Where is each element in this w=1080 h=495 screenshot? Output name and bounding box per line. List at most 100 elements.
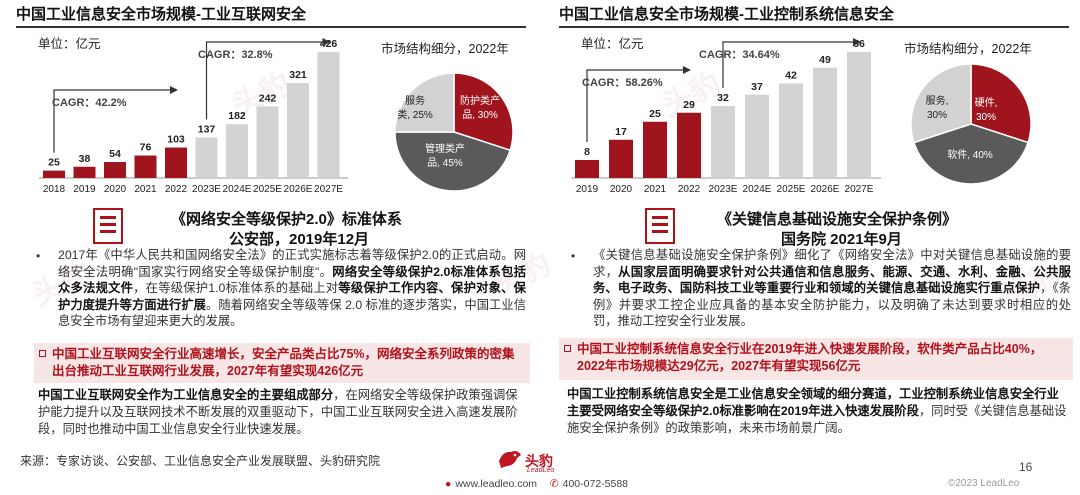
unit-label: 单位：亿元 [581,37,644,51]
bar-value-label: 25 [649,108,661,120]
bar [195,137,218,178]
unit-label: 单位：亿元 [38,37,101,51]
bullet: • [36,249,41,263]
bar-value-label: 76 [140,142,152,154]
regulation-issuer: 国务院 2021年9月 [781,231,902,248]
bar [287,83,309,178]
regulation-description: 《关键信息基础设施安全保护条例》细化了《网络安全法》中对关键信息基础设施的要求，… [593,248,1071,328]
bar-chart: 8 2019 17 2020 25 2021 29 2022 32 2023E 37 2024E 42 2… [571,38,1032,195]
category-label: 2026E [811,184,840,195]
category-label: 2024E [223,184,252,195]
pie-label: 品, 30% [462,109,498,121]
bar-value-label: 29 [683,99,695,111]
cagr-arrow [205,41,323,120]
category-label: 2018 [43,184,66,195]
bar [779,83,803,178]
pie-label: 软件, 40% [947,148,993,161]
regulation-title: 《网络安全等级保护2.0》标准体系 [171,211,402,228]
bar-value-label: 54 [109,148,121,160]
bar-value-label: 42 [785,70,797,82]
bar-value-label: 38 [79,153,91,165]
category-label: 2023E [709,184,738,195]
bar-value-label: 49 [819,54,831,66]
cagr-label: CAGR：58.26% [582,77,663,89]
bullet: • [571,249,576,263]
bar-value-label: 17 [615,126,627,138]
pie-label: 服务 [405,94,425,107]
bar [847,52,871,178]
market-structure-label: 市场结构细分，2022年 [904,42,1032,56]
source-note: 来源：专家访谈、公安部、工业信息安全产业发展联盟、头豹研究院 [20,454,381,468]
bar-value-label: 32 [717,92,729,104]
website-link[interactable]: www.leadleo.com [455,478,538,490]
bar [643,121,667,178]
arrow-head-icon [322,38,331,46]
bar [677,112,701,178]
arrow-head-icon [853,38,861,46]
cagr-label: CAGR：32.8% [198,49,273,61]
bar [711,106,735,178]
left-panel: 中国工业信息安全市场规模-工业互联网安全 单位：亿元 市场结构细分，2022年 … [16,0,538,445]
bar-value-label: 56 [853,38,865,50]
logo-text: 头豹 [525,453,553,469]
phone-icon: ✆ [549,478,559,490]
market-structure-label: 市场结构细分，2022年 [381,42,509,56]
bar [609,139,633,178]
bar [813,67,837,178]
bar-chart: 25 2018 38 2019 54 2020 76 2021 103 2022 137 2023E 1… [39,38,514,195]
document-icon [645,208,675,244]
bar-value-label: 37 [751,81,763,93]
bar [575,160,599,178]
checkbox-icon [564,345,571,352]
regulation-issuer: 公安部，2019年12月 [229,231,370,248]
cagr-arrow [586,69,683,142]
phone-number: 400-072-5588 [562,478,629,490]
category-label: 2025E [253,184,282,195]
bar-value-label: 137 [198,123,216,135]
cagr-label: CAGR：42.2% [52,97,127,109]
logo-subtext: LeadLeo [527,467,555,474]
bar [104,162,126,178]
page-title: 中国工业信息安全市场规模-工业互联网安全 [16,3,526,28]
category-label: 2025E [777,184,806,195]
bar [134,155,157,178]
bar-value-label: 321 [289,69,307,81]
bar-value-label: 242 [259,92,277,104]
regulation-title: 《关键信息基础设施安全保护条例》 [717,211,958,228]
category-label: 2022 [678,184,701,195]
bar [43,170,65,178]
category-label: 2024E [743,184,772,195]
category-label: 2022 [165,184,188,195]
pie-slice [970,63,1032,144]
category-label: 2019 [576,184,599,195]
pie-label: 品, 45% [427,157,463,169]
pie-label: 30% [976,112,996,123]
page-title: 中国工业信息安全市场规模-工业控制系统信息安全 [559,3,1069,28]
globe-icon: ● [445,478,452,490]
category-label: 2021 [134,184,157,195]
bar [745,94,769,178]
contact-bar: ● www.leadleo.com ✆ 400-072-5588 [445,478,632,490]
leopard-logo-icon [499,451,521,468]
regulation-description: 2017年《中华人民共和国网络安全法》的正式实施标志着等级保护2.0的正式启动。… [58,248,526,328]
pie-slice [912,123,1030,185]
pie-label: 防护类产 [460,94,500,107]
bar-value-label: 8 [584,146,590,158]
checkbox-icon [39,350,46,357]
cagr-arrow [722,41,853,88]
pie-label: 管理类产 [425,142,465,155]
bar-value-label: 426 [320,38,338,50]
category-label: 2027E [314,184,343,195]
pie-label: 30% [927,110,947,121]
key-finding: 中国工业控制系统信息安全行业在2019年进入快速发展阶段，软件类产品占比40%，… [559,338,1073,380]
category-label: 2020 [104,184,127,195]
bar-value-label: 182 [228,110,246,122]
pie-label: 服务, [926,94,949,107]
pie-slice [453,72,514,152]
category-label: 2026E [284,184,313,195]
document-icon [93,208,123,244]
pie-slice [910,63,972,144]
bar [165,147,187,178]
category-label: 2027E [845,184,874,195]
summary-text: 中国工业控制系统信息安全是工业信息安全领域的细分赛道，工业控制系统业信息安全行业… [567,387,1067,435]
